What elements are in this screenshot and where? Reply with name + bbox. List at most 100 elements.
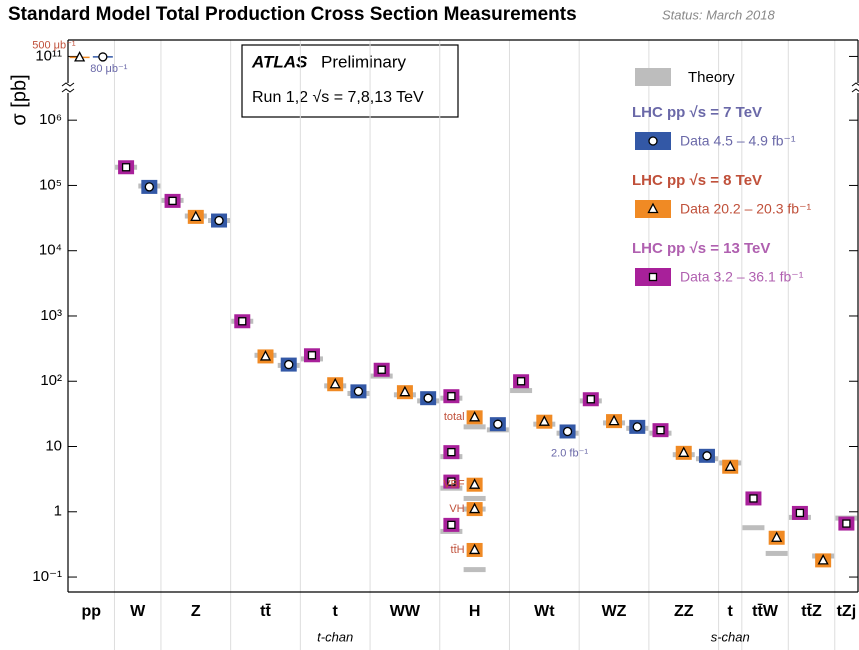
data-point (168, 196, 177, 206)
y-tick-label: 10³ (40, 307, 62, 324)
legend-series-name: LHC pp √s = 7 TeV (632, 104, 762, 121)
axis-break (851, 82, 859, 93)
data-point (238, 317, 247, 326)
axis-break-gap (62, 83, 74, 93)
x-tick-label: t (728, 603, 734, 620)
legend-marker (647, 202, 659, 214)
data-point (259, 350, 272, 361)
x-tick-label: tt̄Z (801, 602, 822, 620)
y-tick-label: 10¹¹ (35, 47, 62, 64)
data-point (399, 385, 411, 397)
y-tick-label: 10 (45, 437, 62, 454)
x-tick-label: WZ (602, 603, 627, 620)
theory-band (463, 567, 486, 573)
x-tick-label: W (130, 603, 146, 620)
data-point (702, 451, 712, 461)
y-tick-label: 10⁵ (39, 176, 62, 193)
data-point (493, 419, 503, 429)
legend-marker (648, 136, 658, 146)
data-point (307, 351, 317, 360)
legend-theory-label: Theory (688, 69, 735, 86)
x-tick-label: WW (390, 603, 421, 620)
legend-data-label: Data 4.5 – 4.9 fb⁻¹ (680, 133, 796, 149)
legend-marker (648, 272, 658, 282)
data-annotation: 80 μb⁻¹ (90, 63, 128, 75)
data-point (329, 377, 341, 389)
data-point (377, 365, 386, 374)
atlas-status: Preliminary (321, 52, 407, 71)
data-point (447, 477, 456, 486)
legend-data-label: Data 3.2 – 36.1 fb⁻¹ (680, 269, 804, 285)
data-point (469, 543, 481, 555)
data-point (447, 447, 456, 457)
data-point (678, 446, 690, 457)
data-point (562, 426, 573, 437)
x-tick-label: Z (191, 603, 201, 620)
chart-title: Standard Model Total Production Cross Se… (8, 4, 577, 25)
data-point (190, 210, 202, 222)
category-note: s-chan (711, 629, 750, 644)
theory-band (463, 495, 486, 501)
data-point (447, 392, 456, 401)
data-point (121, 163, 131, 172)
data-point (423, 393, 433, 403)
legend-series-name: LHC pp √s = 8 TeV (632, 172, 762, 189)
theory-band (742, 525, 765, 531)
data-point (749, 494, 758, 503)
x-tick-label: tt̄W (752, 602, 779, 620)
run-label: Run 1,2 √s = 7,8,13 TeV (252, 89, 424, 106)
data-point (795, 508, 805, 518)
data-point (842, 519, 851, 528)
y-tick-label: 10⁴ (39, 242, 62, 259)
data-point (98, 52, 108, 62)
x-tick-label: Wt (534, 603, 555, 620)
data-annotation: 500 μb⁻¹ (32, 39, 76, 51)
theory-band (463, 424, 486, 430)
data-point (353, 386, 364, 397)
legend-data-label: Data 20.2 – 20.3 fb⁻¹ (680, 201, 811, 217)
data-point (771, 531, 783, 542)
x-tick-label: tZj (837, 603, 857, 620)
legend-series-name: LHC pp √s = 13 TeV (632, 240, 770, 257)
data-point (538, 415, 550, 426)
data-annotation: 2.0 fb⁻¹ (551, 447, 588, 459)
data-point (516, 377, 526, 386)
category-note: t-chan (317, 629, 353, 644)
data-point (586, 395, 595, 404)
data-point (817, 553, 829, 565)
data-annotation: VBF (443, 479, 465, 491)
theory-band (765, 550, 788, 556)
x-tick-label: H (469, 603, 481, 620)
data-point (447, 520, 456, 530)
axis-break (61, 82, 75, 93)
data-point (656, 426, 665, 435)
y-tick-label: 10² (40, 372, 62, 389)
theory-band (510, 388, 533, 394)
y-tick-label: 10⁶ (39, 111, 62, 128)
data-point (74, 51, 86, 62)
axis-break-gap (852, 83, 859, 93)
data-point (214, 215, 224, 226)
y-tick-label: 1 (54, 503, 62, 520)
atlas-label: ATLAS (251, 52, 308, 71)
data-point (469, 410, 481, 422)
data-point (724, 460, 736, 471)
x-tick-label: pp (81, 603, 101, 620)
data-annotation: tt̄H (451, 544, 465, 556)
x-tick-label: ZZ (674, 603, 694, 620)
data-annotation: total (444, 411, 465, 423)
data-point (144, 182, 154, 192)
status: Status: March 2018 (662, 7, 775, 22)
data-point (632, 422, 642, 432)
data-annotation: VH (449, 503, 464, 515)
data-point (469, 502, 481, 514)
data-point (608, 414, 620, 426)
y-axis-label: σ [pb] (8, 74, 30, 125)
y-tick-label: 10⁻¹ (32, 568, 62, 585)
atlas-box (241, 44, 459, 118)
data-point (469, 478, 481, 489)
x-tick-label: tt̄ (260, 602, 271, 620)
legend-theory-swatch (635, 68, 671, 86)
